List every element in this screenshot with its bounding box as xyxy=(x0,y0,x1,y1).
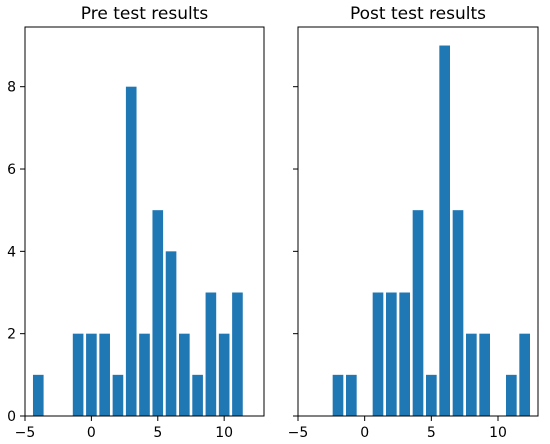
bar xyxy=(346,374,357,416)
bar xyxy=(412,210,424,416)
y-tick-label: 2 xyxy=(7,327,16,343)
x-tick-label: −5 xyxy=(15,425,36,441)
bar xyxy=(426,374,437,416)
y-tick-label: 8 xyxy=(7,80,16,96)
y-tick-label: 6 xyxy=(7,162,16,178)
x-tick-label: 0 xyxy=(87,425,96,441)
bar xyxy=(72,333,84,416)
bar xyxy=(439,45,450,417)
bar xyxy=(332,374,344,416)
post-test-title: Post test results xyxy=(350,4,486,24)
bar xyxy=(372,292,384,416)
pre-test-title: Pre test results xyxy=(81,4,209,24)
bar xyxy=(32,374,44,416)
bar xyxy=(139,333,150,416)
x-tick-label: 10 xyxy=(215,425,233,441)
bar xyxy=(218,333,230,416)
bar xyxy=(506,374,517,416)
axes-frame xyxy=(297,26,539,417)
bar xyxy=(152,210,164,416)
bar xyxy=(112,374,124,416)
bar xyxy=(165,251,177,416)
bar xyxy=(179,333,190,416)
axes-frame xyxy=(24,26,265,417)
y-tick-label: 4 xyxy=(7,244,16,260)
x-tick-label: 5 xyxy=(427,425,436,441)
x-tick-label: 0 xyxy=(360,425,369,441)
bar xyxy=(479,333,490,416)
bar xyxy=(232,292,243,416)
bar xyxy=(125,86,137,416)
y-tick-label: 0 xyxy=(7,409,16,425)
bar xyxy=(205,292,217,416)
bar xyxy=(386,292,397,416)
x-tick-label: 5 xyxy=(153,425,162,441)
bar xyxy=(399,292,410,416)
bar xyxy=(192,374,203,416)
x-tick-label: −5 xyxy=(288,425,309,441)
bar xyxy=(99,333,110,416)
bar xyxy=(466,333,477,416)
bar xyxy=(86,333,97,416)
x-tick-label: 10 xyxy=(489,425,507,441)
bar xyxy=(452,210,464,416)
post-test-panel: Post test results −5 0 5 10 xyxy=(288,4,539,441)
bar xyxy=(519,333,530,416)
